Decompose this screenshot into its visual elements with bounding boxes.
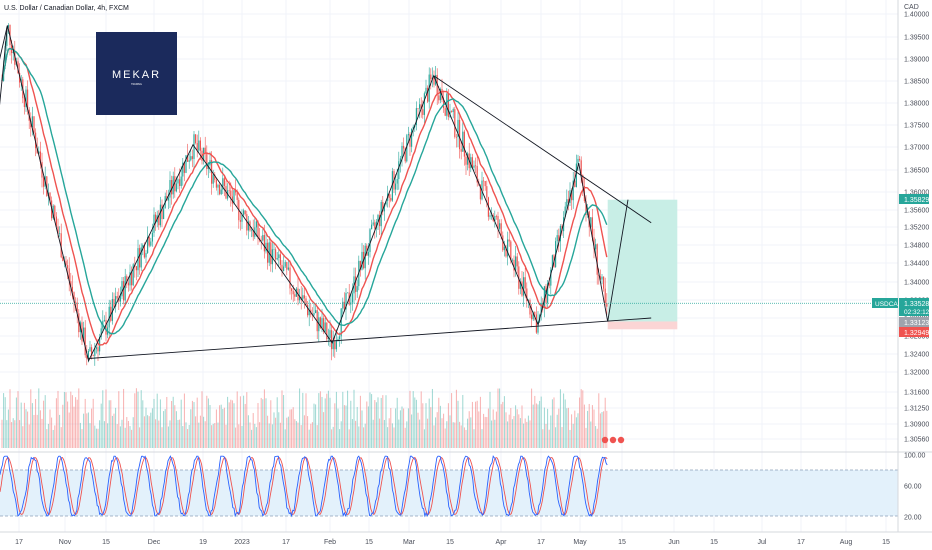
svg-text:1.35829: 1.35829 — [904, 197, 929, 204]
logo-subtext: TRADING — [131, 83, 142, 86]
trend-drawings[interactable] — [0, 25, 652, 363]
stop-loss-zone[interactable] — [607, 321, 678, 330]
price-tick-label: 1.38000 — [904, 101, 929, 108]
time-tick-label: 19 — [199, 539, 207, 546]
price-tick-label: 1.32000 — [904, 370, 929, 377]
entry-price-label: 1.33123 — [899, 317, 929, 327]
event-flag-icon[interactable] — [617, 436, 625, 444]
wave-trendline[interactable] — [0, 25, 8, 139]
time-tick-label: 15 — [710, 539, 718, 546]
volume-histogram — [1, 388, 608, 448]
price-tick-label: 1.36500 — [904, 168, 929, 175]
support-trendline[interactable] — [88, 317, 652, 359]
price-axis[interactable]: 1.40000 1.39500 1.39000 1.38500 1.38000 1.375… — [904, 12, 929, 444]
price-tick-label: 1.37000 — [904, 145, 929, 152]
stoch-tick-label: 100.00 — [904, 453, 926, 460]
price-tick-label: 1.30900 — [904, 422, 929, 429]
price-tick-label: 1.31600 — [904, 390, 929, 397]
price-tick-label: 1.34400 — [904, 261, 929, 268]
time-tick-label: Feb — [324, 539, 336, 546]
resistance-trendline[interactable] — [433, 75, 652, 224]
time-tick-label: Jun — [668, 539, 679, 546]
time-tick-label: 15 — [102, 539, 110, 546]
time-tick-label: 15 — [365, 539, 373, 546]
price-tick-label: 1.37500 — [904, 123, 929, 130]
time-tick-label: Apr — [496, 539, 508, 546]
time-tick-label: 15 — [882, 539, 890, 546]
time-tick-label: 17 — [282, 539, 290, 546]
svg-text:1.32949: 1.32949 — [904, 330, 929, 337]
moving-average-green-line — [1, 47, 608, 335]
time-tick-label: 15 — [618, 539, 626, 546]
stoch-axis[interactable]: 100.00 60.00 20.00 — [904, 453, 926, 522]
price-tick-label: 1.35200 — [904, 225, 929, 232]
price-tick-label: 1.32400 — [904, 352, 929, 359]
price-tick-label: 1.31250 — [904, 406, 929, 413]
time-tick-label: Mar — [403, 539, 416, 546]
time-axis[interactable]: 17 Nov 15 Dec 19 2023 17 Feb 15 Mar 15 Apr 17 May 15 Ju… — [15, 539, 890, 546]
logo-text: MEKAR — [112, 69, 161, 81]
stoch-tick-label: 60.00 — [904, 484, 922, 491]
moving-average-red-line — [1, 47, 608, 346]
bar-countdown: 02:32:12 — [904, 309, 930, 316]
price-tick-label: 1.30560 — [904, 437, 929, 444]
svg-text:1.33123: 1.33123 — [904, 320, 929, 327]
candlestick-series — [1, 23, 608, 366]
time-tick-label: Dec — [148, 539, 161, 546]
currency-label: CAD — [904, 4, 919, 11]
time-tick-label: Aug — [840, 539, 853, 546]
price-tick-label: 1.36000 — [904, 190, 929, 197]
stoch-tick-label: 20.00 — [904, 515, 922, 522]
stop-price-label: 1.32949 — [899, 327, 929, 337]
price-tick-label: 1.35600 — [904, 208, 929, 215]
symbol-title[interactable]: U.S. Dollar / Canadian Dollar, 4h, FXCM — [4, 5, 129, 12]
time-tick-label: 17 — [797, 539, 805, 546]
time-tick-label: Jul — [758, 539, 767, 546]
time-tick-label: 17 — [537, 539, 545, 546]
event-flag-icon[interactable] — [601, 436, 609, 444]
symbol-label: USDCAD — [875, 301, 903, 308]
price-tick-label: 1.40000 — [904, 12, 929, 19]
stoch-d-line — [0, 456, 608, 516]
stoch-k-line — [0, 455, 608, 518]
price-tick-label: 1.34800 — [904, 243, 929, 250]
tp-price-label: 1.35829 — [899, 194, 929, 204]
take-profit-zone[interactable] — [607, 199, 678, 322]
price-tick-label: 1.38500 — [904, 79, 929, 86]
price-tick-label: 1.39500 — [904, 35, 929, 42]
events-flags[interactable] — [601, 436, 625, 444]
wave-path-line[interactable] — [0, 25, 629, 363]
price-tick-label: 1.39000 — [904, 57, 929, 64]
svg-text:1.33528: 1.33528 — [904, 301, 929, 308]
time-tick-label: Nov — [59, 539, 72, 546]
price-tick-label: 1.34000 — [904, 280, 929, 287]
event-flag-icon[interactable] — [609, 436, 617, 444]
time-tick-label: 15 — [446, 539, 454, 546]
current-price-label: USDCAD 1.33528 02:32:12 — [872, 298, 930, 316]
time-tick-label: May — [573, 539, 587, 546]
time-tick-label: 17 — [15, 539, 23, 546]
time-tick-label: 2023 — [234, 539, 250, 546]
mekar-logo: MEKAR TRADING — [96, 32, 177, 115]
